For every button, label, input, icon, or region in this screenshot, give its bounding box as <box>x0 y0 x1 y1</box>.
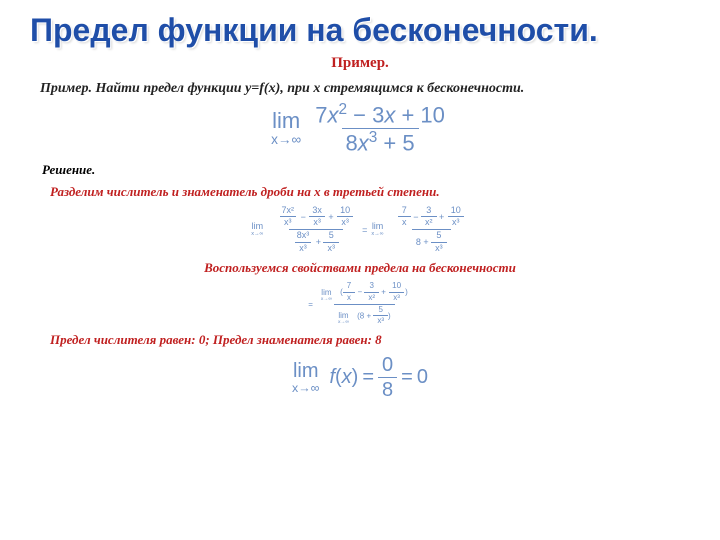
example-label: Пример. <box>30 55 690 72</box>
property-formula: = limx→∞ (7x − 3x² + 10x³) limx→∞ (8 + 5… <box>30 282 690 326</box>
result-den: 8 <box>378 377 397 401</box>
final-result: 0 <box>417 366 428 389</box>
main-numerator: 7x2 − 3x + 10 <box>311 102 449 129</box>
main-denominator: 8x3 + 5 <box>342 128 419 156</box>
solution-label: Решение. <box>42 162 678 178</box>
lim-subscript: x→∞ <box>271 133 301 147</box>
step1-text: Разделим числитель и знаменатель дроби н… <box>50 184 670 200</box>
step3-text: Предел числителя равен: 0; Предел знамен… <box>50 332 670 348</box>
problem-statement: Пример. Найти предел функции y=f(x), при… <box>40 80 680 98</box>
result-num: 0 <box>378 354 397 377</box>
page-title: Предел функции на бесконечности. <box>30 12 690 49</box>
lim-text: lim <box>272 110 300 132</box>
result-formula: lim x→∞ f(x) = 0 8 = 0 <box>30 354 690 401</box>
main-limit-formula: lim x→∞ 7x2 − 3x + 10 8x3 + 5 <box>30 102 690 156</box>
divide-formula: lim x→∞ 7x²x³ − 3xx³ + 10x³ 8x³x³ + 5x³ … <box>30 206 690 255</box>
fx-text: f(x) <box>329 366 358 389</box>
step2-text: Воспользуемся свойствами предела на беск… <box>30 260 690 276</box>
